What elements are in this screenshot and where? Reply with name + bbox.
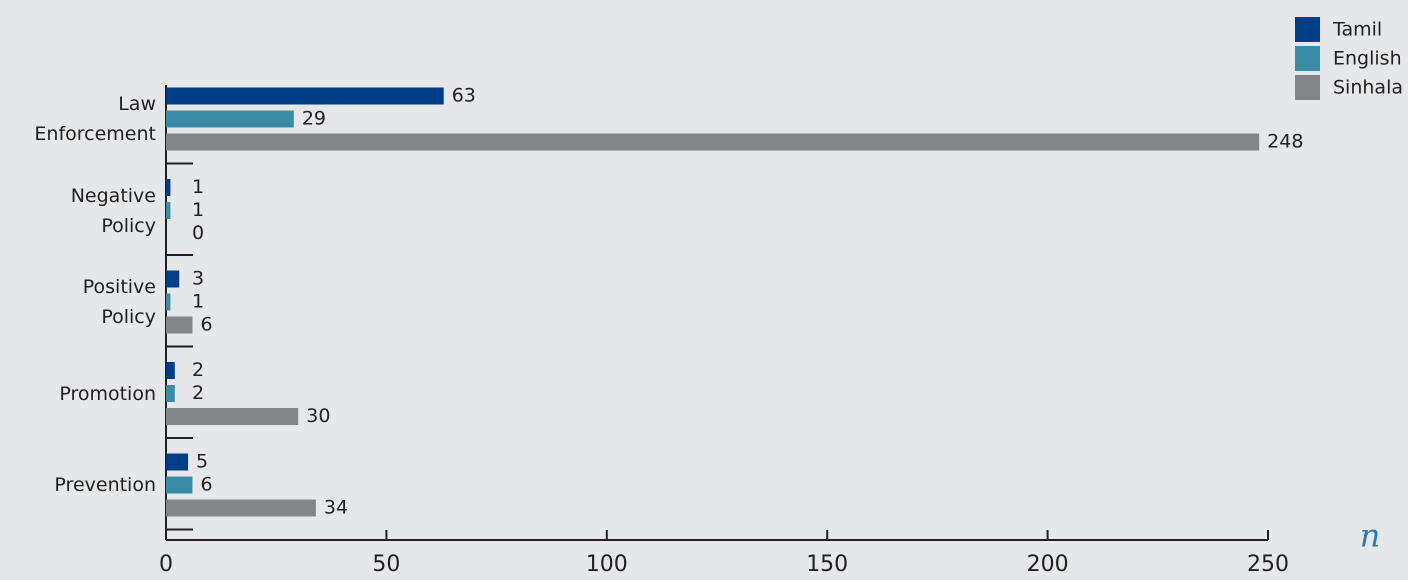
- bar: [166, 476, 193, 494]
- value-label: 1: [192, 176, 204, 198]
- value-label: 1: [192, 291, 204, 313]
- bar: [166, 270, 180, 288]
- value-label: 34: [324, 497, 348, 519]
- value-label: 5: [196, 451, 208, 473]
- legend-label: Tamil: [1332, 19, 1382, 41]
- bar: [166, 499, 316, 517]
- x-tick-label: 150: [806, 552, 848, 577]
- value-label: 248: [1267, 131, 1303, 153]
- legend-swatch: [1295, 17, 1320, 42]
- x-tick-label: 50: [372, 552, 400, 577]
- bar: [166, 110, 294, 128]
- legend-swatch: [1295, 46, 1320, 71]
- x-tick-label: 200: [1027, 552, 1069, 577]
- bar: [166, 133, 1260, 151]
- value-label: 3: [192, 268, 204, 290]
- bar: [166, 385, 175, 402]
- bar: [166, 202, 171, 219]
- value-label: 2: [192, 359, 204, 381]
- category-label: Positive Policy: [82, 276, 156, 328]
- bar: [166, 179, 171, 196]
- x-tick-label: 100: [586, 552, 628, 577]
- category-label: Promotion: [59, 382, 156, 405]
- value-label: 6: [200, 314, 212, 336]
- value-label: 1: [192, 199, 204, 221]
- bar: [166, 293, 171, 311]
- bar: [166, 408, 299, 425]
- bar: [166, 87, 444, 105]
- legend-label: English: [1333, 48, 1402, 70]
- value-label: 2: [192, 382, 204, 404]
- value-label: 0: [192, 222, 204, 244]
- legend-swatch: [1295, 75, 1320, 100]
- category-label: Law Enforcement: [34, 93, 156, 145]
- bar: [166, 316, 193, 334]
- category-label: Negative Policy: [70, 184, 156, 237]
- value-label: 29: [302, 108, 326, 130]
- value-label: 6: [200, 474, 212, 496]
- bar: [166, 362, 175, 379]
- category-label: Prevention: [54, 474, 156, 496]
- value-label: 63: [452, 85, 476, 107]
- x-axis-label: n: [1360, 517, 1381, 555]
- x-tick-label: 0: [159, 552, 173, 577]
- x-tick-label: 250: [1247, 552, 1289, 577]
- legend-label: Sinhala: [1333, 77, 1403, 99]
- value-label: 30: [306, 405, 330, 427]
- bar: [166, 453, 189, 471]
